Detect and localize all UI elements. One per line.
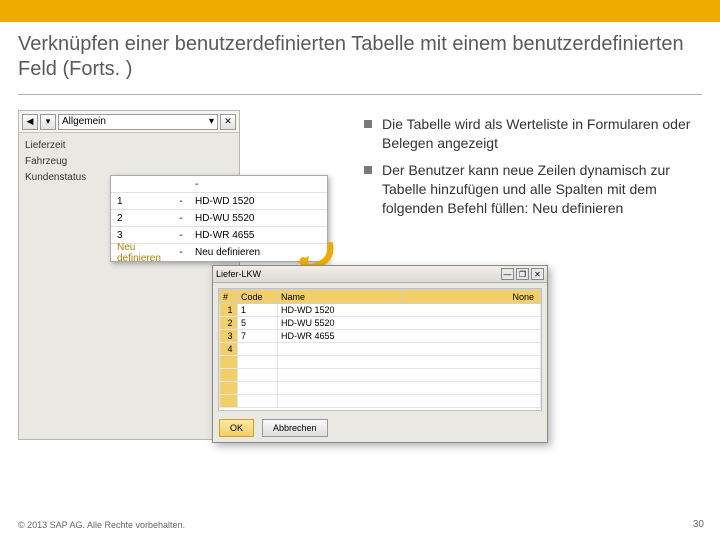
cell-code: 1 [238,304,278,317]
panel-header: ◀ ▾ Allgemein ▾ ✕ [19,111,239,133]
minimize-button[interactable]: — [501,268,514,280]
popup-name: - [191,179,327,190]
row-label: Lieferzeit [25,140,66,151]
col-none[interactable]: None [401,290,540,304]
cell-rownum: 1 [220,304,238,317]
chevron-down-icon: ▾ [209,116,214,127]
bullet-marker [364,166,372,174]
combo-label: Allgemein [62,116,106,127]
popup-row[interactable]: 2 - HD-WU 5520 [111,210,327,227]
cell-name: HD-WD 1520 [278,304,541,317]
popup-row[interactable]: 1 - HD-WD 1520 [111,193,327,210]
popup-code: - [171,247,191,258]
grid-header-row: # Code Name None [220,290,541,304]
bullet-text: Der Benutzer kann neue Zeilen dynamisch … [382,161,702,218]
grid-row[interactable] [220,395,541,408]
popup-idx: 3 [111,230,171,241]
popup-name: HD-WD 1520 [191,196,327,207]
bullet-list: Die Tabelle wird als Werteliste in Formu… [364,115,702,225]
popup-idx: 1 [111,196,171,207]
accent-bar [0,0,720,22]
cell-rownum: 4 [220,343,238,356]
row-label: Kundenstatus [25,172,86,183]
grid-row[interactable]: 3 7 HD-WR 4655 [220,330,541,343]
close-button[interactable]: ✕ [531,268,544,280]
cell-code [238,343,278,356]
grid-row[interactable]: 2 5 HD-WU 5520 [220,317,541,330]
data-grid: # Code Name None 1 1 HD-WD 1520 2 5 HD-W… [219,289,541,408]
col-code[interactable]: Code [238,290,278,304]
category-combo[interactable]: Allgemein ▾ [58,114,218,130]
col-rownum[interactable]: # [220,290,238,304]
window-titlebar: Liefer-LKW — ❐ ✕ [213,266,547,283]
cell-rownum: 2 [220,317,238,330]
cancel-button[interactable]: Abbrechen [262,419,328,437]
popup-idx: 2 [111,213,171,224]
popup-code: - [171,196,191,207]
cell-rownum: 3 [220,330,238,343]
col-name[interactable]: Name [278,290,402,304]
grid-row[interactable]: 1 1 HD-WD 1520 [220,304,541,317]
maximize-button[interactable]: ❐ [516,268,529,280]
cell-name: HD-WR 4655 [278,330,541,343]
popup-code: - [171,213,191,224]
cell-code: 5 [238,317,278,330]
popup-idx: Neu definieren [111,242,171,264]
grid-body: # Code Name None 1 1 HD-WD 1520 2 5 HD-W… [218,288,542,411]
properties-panel: ◀ ▾ Allgemein ▾ ✕ Lieferzeit Fahrzeug Ku… [18,110,240,440]
title-divider [18,94,702,95]
bullet-item: Der Benutzer kann neue Zeilen dynamisch … [364,161,702,218]
prev-button[interactable]: ◀ [22,114,38,130]
dropdown-button[interactable]: ▾ [40,114,56,130]
copyright-text: © 2013 SAP AG. Alle Rechte vorbehalten. [18,520,185,530]
grid-row[interactable] [220,382,541,395]
close-button[interactable]: ✕ [220,114,236,130]
page-title: Verknüpfen einer benutzerdefinierten Tab… [18,32,698,82]
grid-row[interactable] [220,369,541,382]
page-number: 30 [693,519,704,530]
popup-row[interactable]: - [111,176,327,193]
popup-name: HD-WR 4655 [191,230,327,241]
panel-row[interactable]: Lieferzeit [25,137,233,153]
bullet-marker [364,120,372,128]
window-title: Liefer-LKW [216,269,261,279]
bullet-item: Die Tabelle wird als Werteliste in Formu… [364,115,702,153]
popup-code: - [171,230,191,241]
popup-name: HD-WU 5520 [191,213,327,224]
cell-name: HD-WU 5520 [278,317,541,330]
cell-name [278,343,541,356]
row-label: Fahrzeug [25,156,67,167]
grid-row[interactable] [220,356,541,369]
panel-row[interactable]: Fahrzeug [25,153,233,169]
table-window: Liefer-LKW — ❐ ✕ # Code Name None 1 1 HD… [212,265,548,443]
cell-code: 7 [238,330,278,343]
window-footer: OK Abbrechen [213,414,547,442]
ok-button[interactable]: OK [219,419,254,437]
grid-row[interactable]: 4 [220,343,541,356]
bullet-text: Die Tabelle wird als Werteliste in Formu… [382,115,702,153]
